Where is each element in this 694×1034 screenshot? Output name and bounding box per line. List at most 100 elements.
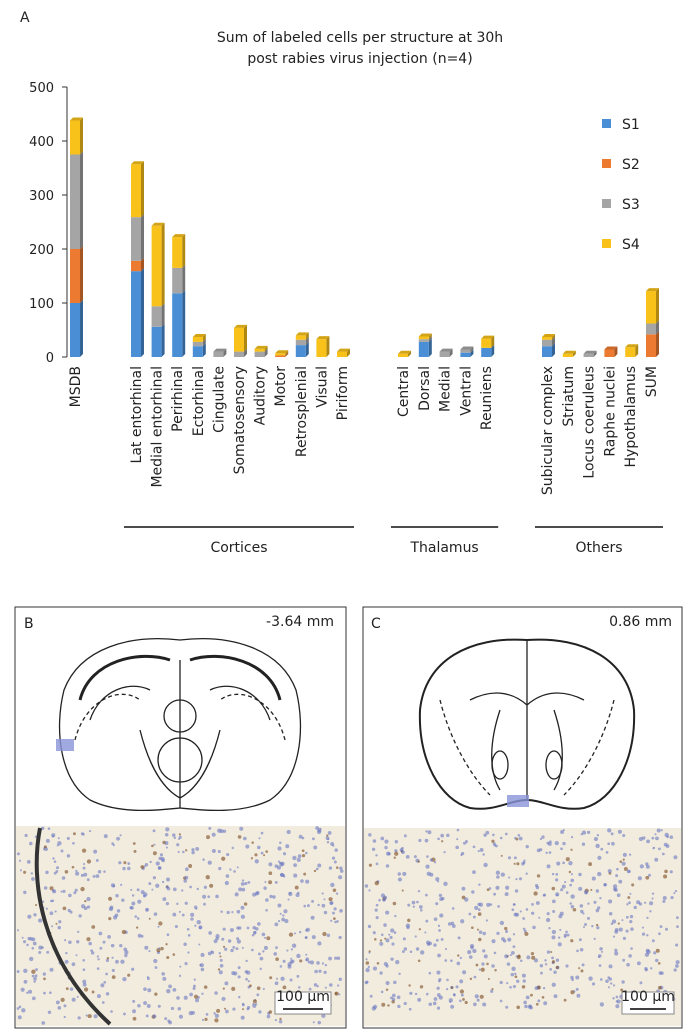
cell-dot: [654, 857, 659, 862]
cell-dot: [194, 924, 197, 927]
x-tick-label: Raphe nuclei: [602, 366, 618, 457]
cell-dot: [86, 897, 91, 902]
cell-dot: [397, 872, 401, 876]
cell-dot: [599, 1002, 605, 1007]
cell-dot: [334, 848, 338, 852]
cell-dot: [477, 912, 482, 916]
cell-dot: [257, 952, 261, 956]
cell-dot: [143, 892, 148, 897]
cell-dot: [64, 870, 69, 874]
cell-dot: [512, 984, 516, 989]
cell-dot: [303, 904, 307, 908]
cell-dot: [655, 836, 659, 841]
scale-bar-label: 100 µm: [621, 989, 675, 1005]
cell-dot: [215, 936, 219, 941]
panel-label: C: [371, 616, 381, 632]
cell-dot: [55, 922, 58, 925]
cell-dot: [190, 912, 195, 917]
cell-dot: [469, 977, 473, 981]
x-tick-label: MSDB: [68, 366, 84, 407]
cell-dot: [383, 923, 387, 927]
cell-dot: [385, 938, 390, 943]
cell-dot: [397, 877, 402, 882]
cell-dot: [651, 836, 655, 840]
cell-dot: [151, 844, 154, 848]
cell-dot: [146, 1004, 151, 1008]
cell-dot: [231, 846, 234, 850]
cell-dot: [492, 833, 495, 837]
cell-dot: [424, 931, 427, 934]
cell-dot: [196, 920, 201, 925]
cell-dot: [338, 977, 342, 981]
cell-dot: [590, 888, 593, 891]
cell-dot: [110, 1010, 113, 1013]
cell-dot: [675, 964, 679, 968]
cell-dot: [45, 870, 49, 875]
cell-dot: [157, 925, 160, 928]
cell-dot: [260, 831, 264, 835]
cell-dot: [384, 839, 389, 844]
cell-dot: [31, 946, 35, 950]
cell-dot: [338, 875, 343, 880]
cell-dot: [161, 972, 165, 976]
cell-dot: [532, 925, 536, 930]
cell-dot: [618, 879, 623, 884]
cell-dot: [189, 992, 193, 997]
cell-dot: [525, 995, 530, 1000]
cell-dot: [152, 829, 156, 833]
cell-dot: [222, 829, 227, 833]
cell-dot: [176, 902, 179, 906]
cell-dot: [407, 918, 411, 923]
cell-dot: [245, 977, 248, 981]
cell-dot: [660, 971, 664, 975]
cell-dot: [324, 963, 328, 967]
cell-dot: [611, 841, 615, 846]
cell-dot: [402, 937, 406, 941]
cell-dot: [630, 947, 633, 950]
group-label: Others: [575, 540, 622, 556]
bar-side: [182, 264, 186, 294]
cell-dot: [401, 889, 404, 892]
cell-dot: [21, 1008, 26, 1013]
cell-dot: [316, 961, 320, 965]
cell-dot: [539, 837, 543, 841]
cell-dot: [309, 960, 315, 965]
cell-dot: [217, 828, 222, 833]
cell-dot: [521, 862, 525, 866]
cell-dot: [90, 949, 93, 952]
cell-dot: [64, 959, 69, 964]
cell-dot: [81, 848, 87, 853]
cell-dot: [673, 968, 677, 972]
cell-dot: [450, 986, 454, 989]
cell-dot: [301, 849, 305, 853]
cell-dot: [127, 866, 131, 871]
bar-side: [161, 323, 165, 357]
cell-dot: [618, 927, 623, 932]
bar-segment: [172, 237, 183, 268]
cell-dot: [74, 888, 78, 892]
cell-dot: [405, 854, 410, 859]
cell-dot: [629, 914, 634, 919]
cell-dot: [612, 984, 616, 987]
cell-dot: [494, 844, 498, 848]
cell-dot: [570, 848, 573, 851]
cell-dot: [411, 900, 416, 905]
bar-side: [428, 333, 432, 340]
cell-dot: [559, 928, 562, 931]
cell-dot: [444, 959, 448, 962]
cell-dot: [221, 937, 225, 941]
cell-dot: [246, 1007, 250, 1011]
bar-segment: [542, 337, 552, 340]
cell-dot: [208, 826, 212, 830]
cell-dot: [177, 1006, 182, 1011]
cell-dot: [628, 853, 632, 856]
cell-dot: [621, 980, 625, 984]
cell-dot: [478, 968, 481, 971]
cell-dot: [151, 888, 154, 891]
cell-dot: [525, 844, 529, 849]
cell-dot: [623, 867, 628, 871]
cell-dot: [297, 854, 302, 858]
cell-dot: [279, 873, 284, 877]
cell-dot: [579, 904, 584, 908]
